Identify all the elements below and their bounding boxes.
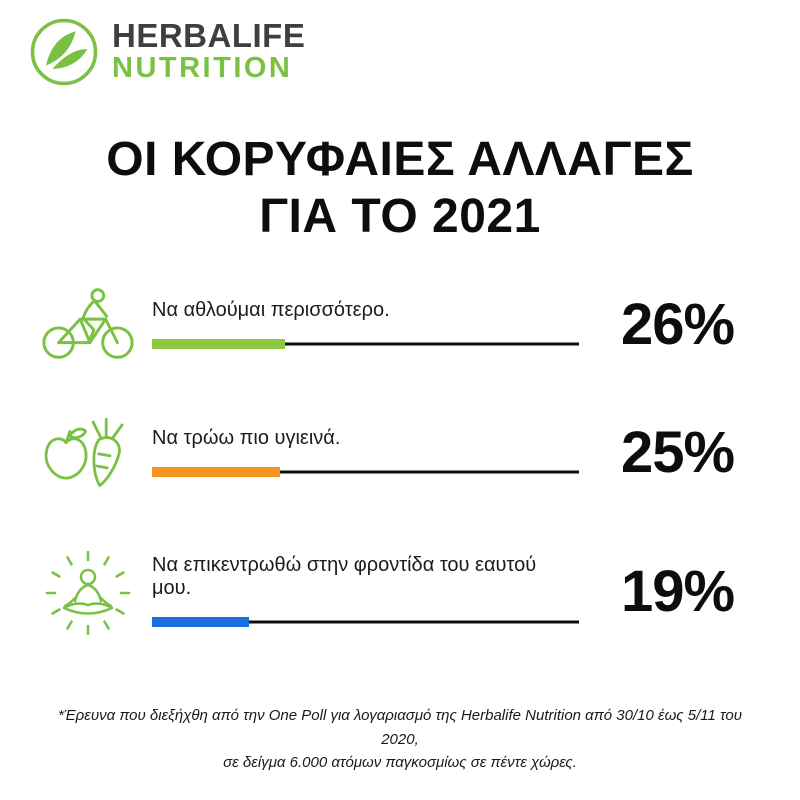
percent-value: 19% [620, 558, 735, 624]
bar-fill [152, 466, 281, 477]
percent-value: 26% [620, 291, 735, 357]
page-title: ΟΙ ΚΟΡΥΦΑΙΕΣ ΑΛΛΑΓΕΣ ΓΙΑ ΤΟ 2021 [0, 132, 800, 245]
footnote: *Έρευνα που διεξήχθη από την One Poll γι… [0, 704, 800, 774]
bar-chart: Να αθλούμαι περισσότερο. 26% [0, 285, 800, 641]
bar-track [152, 466, 579, 478]
bar-baseline [152, 342, 579, 346]
bar-baseline [152, 470, 579, 474]
bar-fill [152, 338, 286, 349]
bar-row-exercise: Να αθλούμαι περισσότερο. 26% [0, 285, 800, 363]
brand-name: HERBALIFE [112, 16, 306, 54]
footnote-line2: σε δείγμα 6.000 ατόμων παγκοσμίως σε πέν… [223, 753, 577, 771]
herbalife-leaf-icon [28, 16, 100, 88]
meditation-icon [32, 541, 144, 641]
bar-fill [152, 617, 250, 628]
percent-value: 25% [620, 419, 735, 485]
footnote-line1: *Έρευνα που διεξήχθη από την One Poll γι… [58, 707, 742, 748]
brand-subname: NUTRITION [112, 52, 293, 85]
page-title-line2: ΓΙΑ ΤΟ 2021 [259, 189, 541, 243]
page-title-line1: ΟΙ ΚΟΡΥΦΑΙΕΣ ΑΛΛΑΓΕΣ [106, 133, 694, 186]
apple-carrot-icon [32, 409, 144, 495]
bar-label: Να τρώω πιο υγιεινά. [152, 426, 341, 449]
herbalife-logo: HERBALIFE NUTRITION [0, 0, 800, 88]
bar-track [152, 338, 579, 350]
bar-label: Να επικεντρωθώ στην φροντίδα του εαυτού … [152, 554, 537, 600]
cyclist-icon [32, 285, 144, 363]
bar-track [152, 616, 579, 628]
bar-row-selfcare: Να επικεντρωθώ στην φροντίδα του εαυτού … [0, 541, 800, 641]
bar-baseline [152, 620, 579, 624]
bar-row-eating: Να τρώω πιο υγιεινά. 25% [0, 409, 800, 495]
bar-label: Να αθλούμαι περισσότερο. [152, 298, 390, 321]
